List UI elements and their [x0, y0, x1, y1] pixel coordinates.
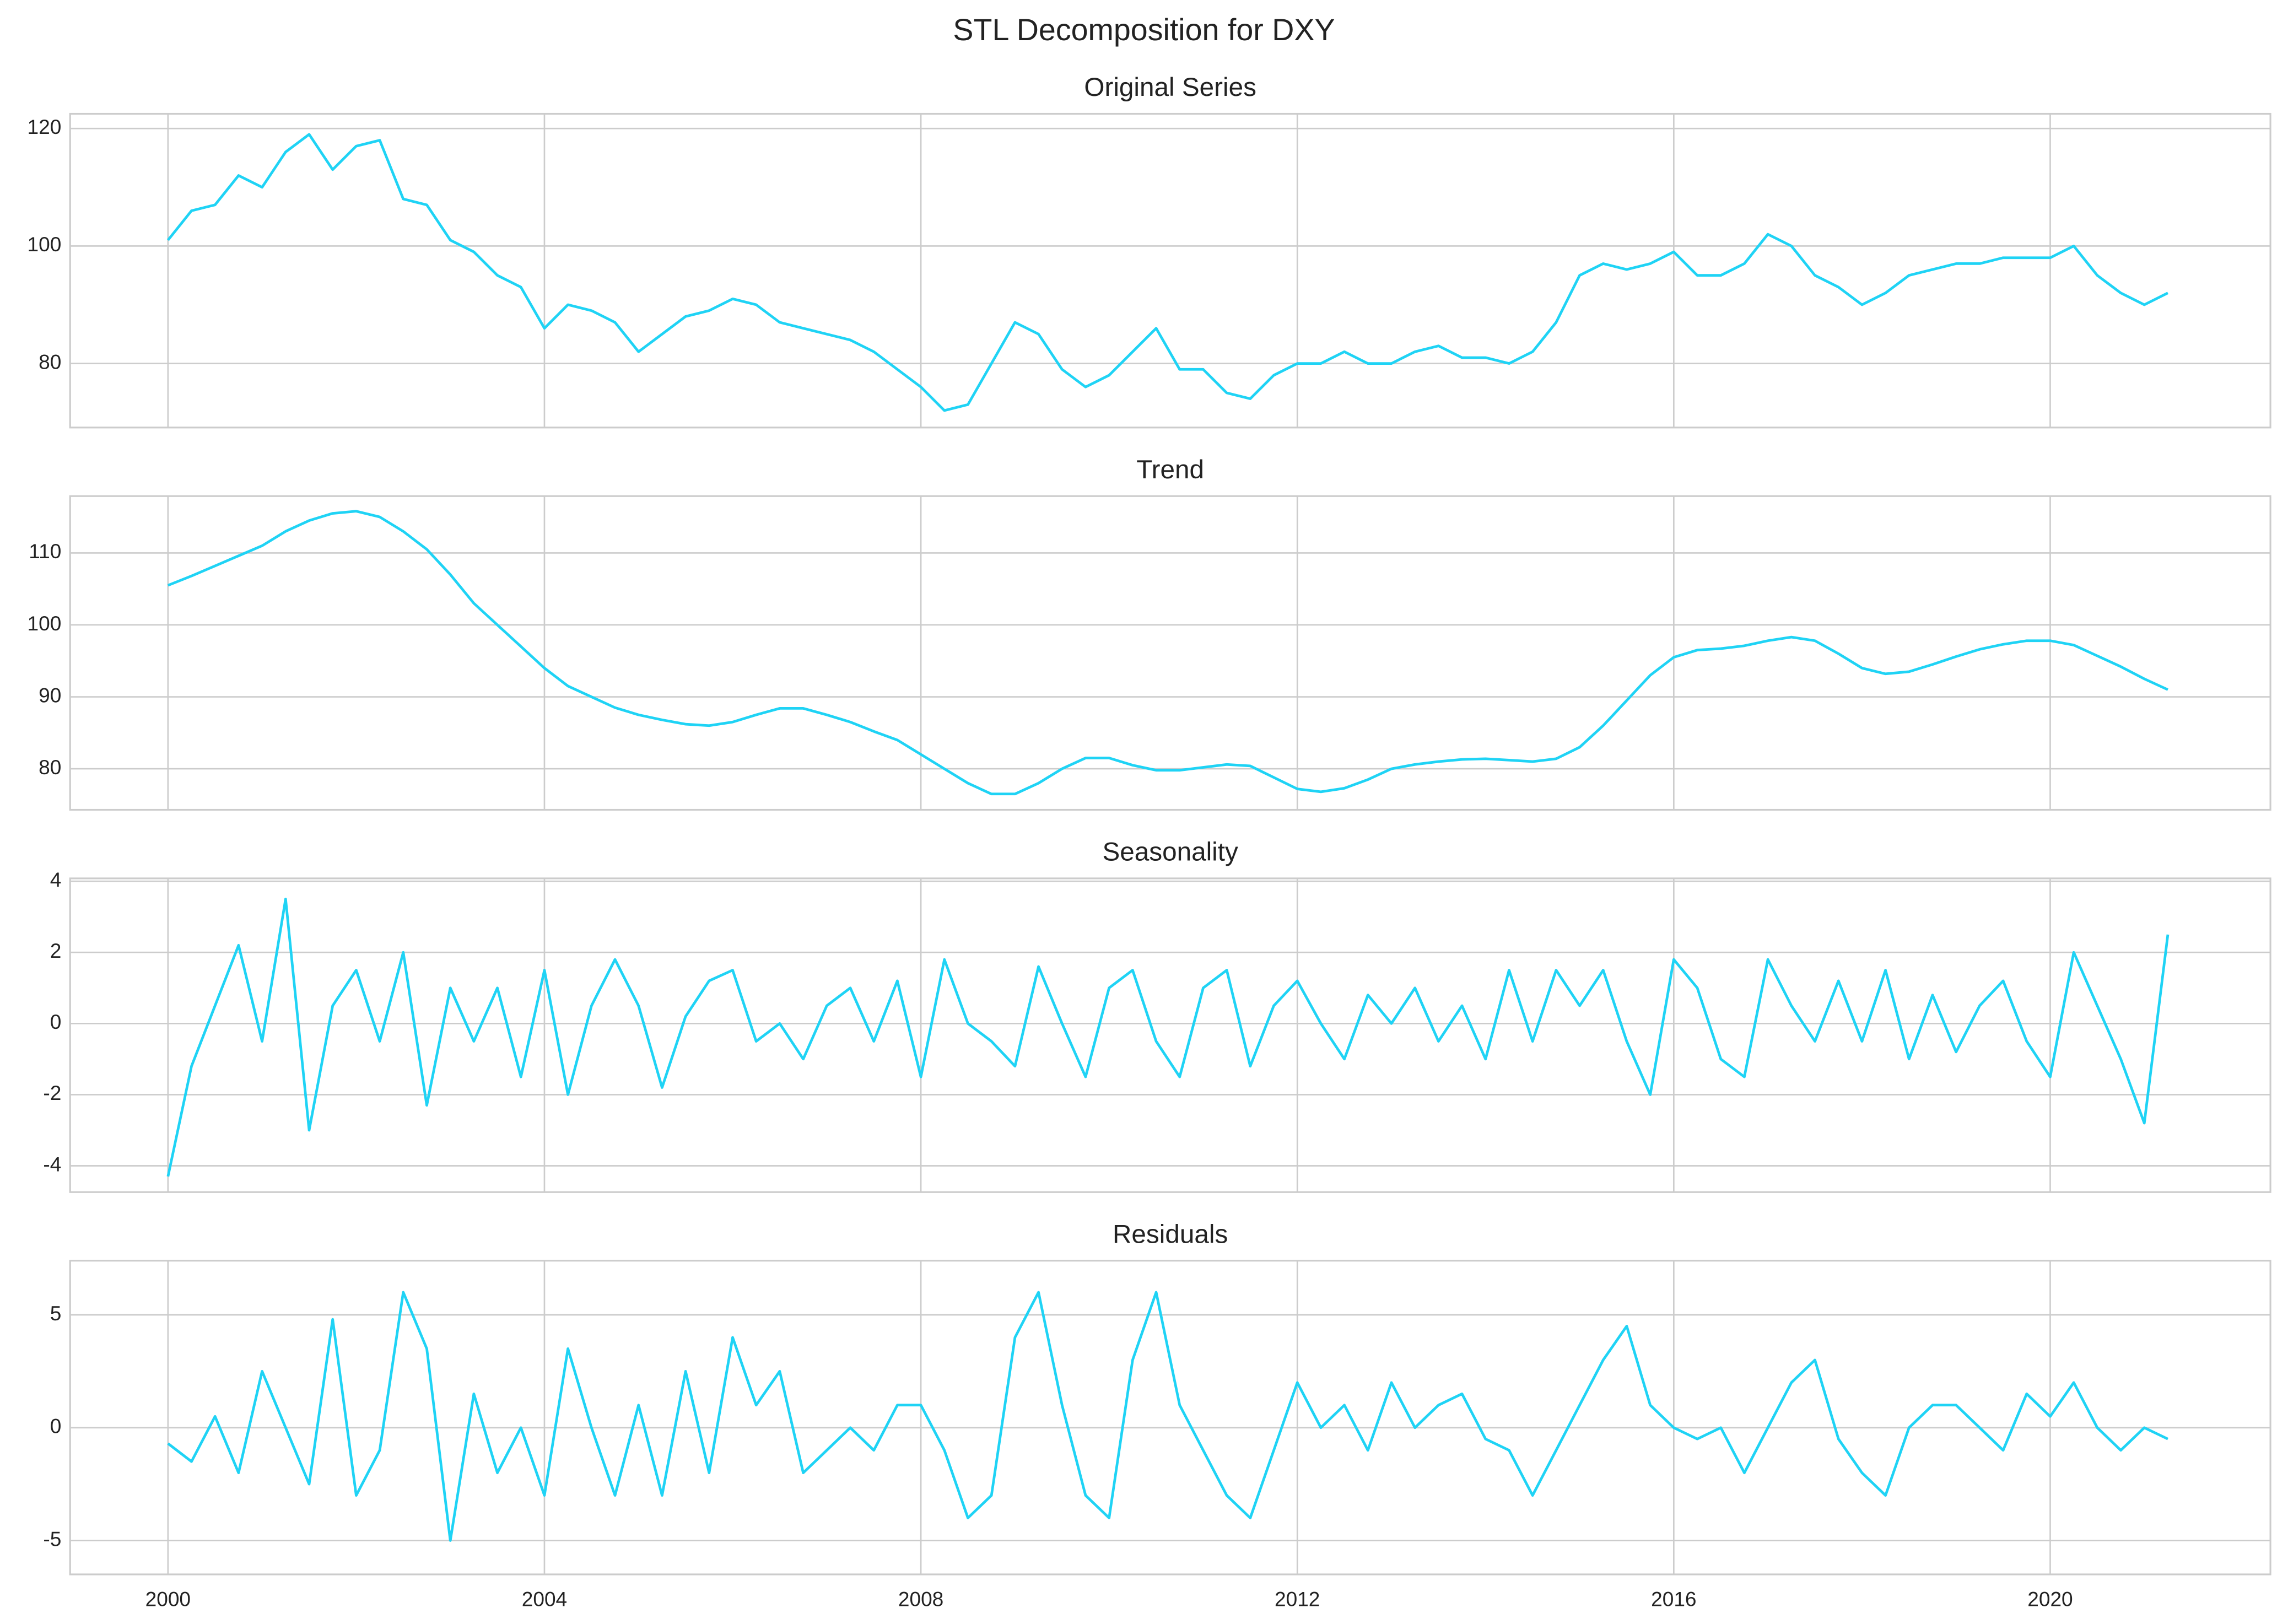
x-tick-label: 2008 [898, 1587, 943, 1610]
y-tick-label: -5 [43, 1527, 61, 1550]
y-tick-label: 100 [28, 233, 62, 256]
y-tick-label: 0 [50, 1010, 62, 1033]
panel-title: Original Series [1084, 73, 1256, 102]
y-tick-label: 90 [39, 683, 61, 706]
figure-title: STL Decomposition for DXY [953, 13, 1335, 47]
x-tick-label: 2020 [2027, 1587, 2073, 1610]
x-tick-label: 2012 [1275, 1587, 1320, 1610]
y-tick-label: 0 [50, 1415, 62, 1438]
y-tick-label: -2 [43, 1081, 61, 1104]
y-tick-label: 110 [29, 539, 61, 563]
x-tick-label: 2016 [1651, 1587, 1696, 1610]
y-tick-label: 100 [28, 612, 62, 635]
plot-frame [69, 495, 2271, 811]
y-tick-label: 80 [39, 756, 61, 779]
panel-title: Trend [1136, 455, 1204, 484]
panel-title: Residuals [1113, 1220, 1228, 1249]
plot-frame [69, 112, 2271, 429]
plot-area [70, 496, 2271, 810]
x-tick-label: 2004 [522, 1587, 567, 1610]
plot-area [70, 114, 2271, 428]
plot-area [70, 878, 2271, 1193]
data-line [167, 510, 2168, 796]
data-line [167, 1291, 2168, 1542]
y-tick-label: 5 [50, 1302, 62, 1325]
plot-frame [69, 1260, 2271, 1576]
y-tick-label: 120 [28, 115, 62, 138]
y-tick-label: 2 [50, 939, 62, 962]
y-tick-label: -4 [43, 1152, 61, 1175]
y-tick-label: 4 [50, 868, 62, 891]
panel-title: Seasonality [1102, 838, 1238, 867]
plot-area [70, 1260, 2271, 1574]
data-line [166, 133, 2169, 412]
x-tick-label: 2000 [145, 1587, 191, 1610]
data-line [166, 898, 2170, 1177]
plot-frame [69, 877, 2271, 1193]
y-tick-label: 80 [39, 350, 61, 373]
